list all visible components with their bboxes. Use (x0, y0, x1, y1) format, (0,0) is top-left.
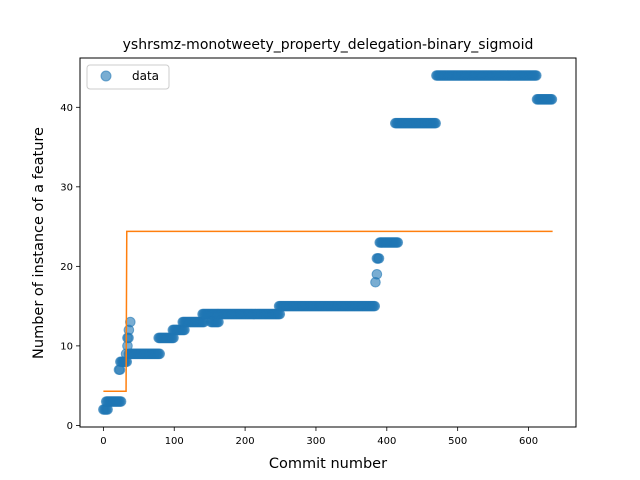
x-axis: 0 100 200 300 400 500 600 (100, 427, 538, 447)
data-point (115, 396, 127, 407)
legend-marker (100, 70, 112, 82)
x-tick-label: 500 (448, 436, 467, 447)
x-tick-label: 0 (100, 436, 106, 447)
data-point (369, 300, 381, 312)
y-tick-label: 40 (60, 103, 73, 114)
data-point (546, 94, 558, 105)
fit-line (103, 230, 553, 392)
legend-label-data: data (132, 69, 159, 83)
data-point (531, 70, 542, 81)
y-axis-label: Number of instance of a feature (31, 127, 47, 359)
y-tick-label: 20 (60, 262, 73, 273)
x-tick-label: 100 (165, 436, 184, 447)
data-point (373, 253, 385, 264)
y-tick-label: 0 (67, 421, 73, 432)
x-tick-label: 400 (377, 436, 396, 447)
fit-line-group (103, 230, 553, 392)
x-axis-label: Commit number (269, 456, 387, 472)
y-tick-label: 30 (60, 182, 73, 193)
x-tick-label: 600 (519, 436, 538, 447)
data-point (125, 316, 136, 328)
legend: data (86, 64, 170, 90)
data-point (154, 348, 166, 360)
data-point (430, 117, 442, 129)
data-points (98, 70, 558, 415)
data-point (371, 269, 383, 280)
x-tick-label: 300 (306, 436, 325, 447)
data-point (392, 237, 404, 248)
y-tick-label: 10 (60, 341, 73, 352)
plot-frame (79, 57, 577, 428)
chart-title: yshrsmz-monotweety_property_delegation-b… (123, 37, 534, 53)
x-tick-label: 200 (236, 436, 255, 447)
y-axis: 0 10 20 30 40 (60, 103, 80, 432)
plot-area (80, 58, 576, 427)
